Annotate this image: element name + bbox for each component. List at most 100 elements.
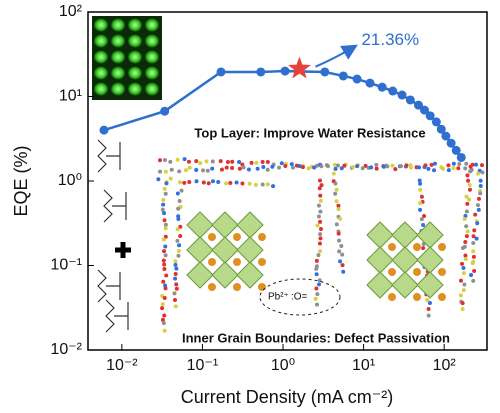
atom [312,165,317,170]
atom [464,224,469,229]
atom [198,161,203,166]
atom [224,165,229,170]
atom [418,201,423,206]
atom [451,166,456,171]
data-point [256,67,266,77]
data-point [441,131,451,141]
atom [297,164,302,169]
atom [176,253,181,258]
data-point [280,66,290,76]
atom [161,197,166,202]
peak-label: 21.36% [361,30,419,49]
atom [468,169,473,174]
atom [177,199,182,204]
octahedron [416,221,444,249]
micrograph-dot [128,82,142,96]
atom [255,166,260,171]
data-point [446,138,456,148]
atom [318,249,323,254]
octahedron [416,246,444,274]
x-axis-label: Current Density (mA cm⁻²) [181,387,394,407]
data-point [338,71,348,81]
atom [463,256,468,261]
atom [178,234,183,239]
cation [438,293,446,301]
atom [163,253,168,258]
atom [225,159,230,164]
atom [446,168,451,173]
atom [162,328,167,333]
atom [460,306,465,311]
atom [162,266,167,271]
atom [429,162,434,167]
annotation: :O= [291,292,308,303]
micrograph-dot [145,34,159,48]
atom [451,161,456,166]
atom [290,165,295,170]
atom [423,163,428,168]
atom [475,221,480,226]
atom [194,179,199,184]
atom [318,209,323,214]
octahedron [366,221,394,249]
atom [417,165,422,170]
atom [458,293,463,298]
atom [339,166,344,171]
atom [261,165,266,170]
atom [253,182,258,187]
molecule [103,189,127,223]
octahedron [391,221,419,249]
atom [161,321,166,326]
data-point [216,67,226,77]
atom [390,163,395,168]
atom [355,164,360,169]
atom [260,159,265,164]
atom [474,236,479,241]
atom [289,162,294,167]
octahedron [236,211,264,239]
atom [475,203,480,208]
atom [279,161,284,166]
micrograph-dot [111,18,125,32]
atom [265,159,270,164]
micrograph-dot [128,66,142,80]
atom [432,168,437,173]
micrograph-dot [145,50,159,64]
atom [319,164,324,169]
atom [418,181,423,186]
octahedron [391,271,419,299]
atom [177,243,182,248]
atom [173,262,178,267]
atom [163,191,168,196]
atom [360,166,365,171]
atom [319,183,324,188]
atom [336,203,341,208]
data-point [99,125,109,135]
atom [240,181,245,186]
atom [234,180,239,185]
atom [315,292,320,297]
atom [464,161,469,166]
atom [182,157,187,162]
atom [162,211,167,216]
atom [467,182,472,187]
atom [318,219,323,224]
atom [306,166,311,171]
atom [398,164,403,169]
atom [316,253,321,258]
atom [160,302,165,307]
atom [241,165,246,170]
atom [162,186,167,191]
data-point [436,124,446,134]
atom [157,158,162,163]
cation [388,293,396,301]
atom [342,163,347,168]
atom [337,249,342,254]
atom [467,197,472,202]
micrograph-dot [128,50,142,64]
data-point [425,111,435,121]
atom [173,304,178,309]
atom [471,249,476,254]
x-tick-label: 10² [433,357,457,374]
atom [164,273,169,278]
